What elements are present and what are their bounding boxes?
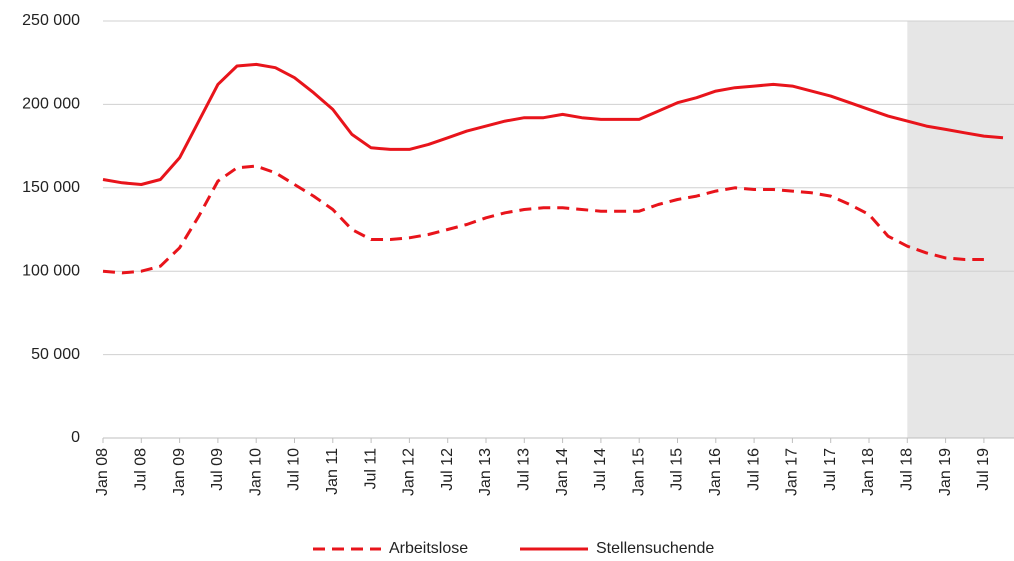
- x-tick-label: Jul 10: [286, 448, 303, 491]
- x-tick-label: Jul 13: [516, 448, 533, 491]
- y-tick-label: 150 000: [22, 179, 80, 196]
- y-tick-label: 200 000: [22, 96, 80, 113]
- x-tick-label: Jan 19: [937, 448, 954, 496]
- x-tick-label: Jan 10: [247, 448, 264, 496]
- x-tick-label: Jan 17: [784, 448, 801, 496]
- x-tick-label: Jan 18: [860, 448, 877, 496]
- x-tick-label: Jul 15: [669, 448, 686, 491]
- x-tick-label: Jul 17: [822, 448, 839, 491]
- x-tick-label: Jul 11: [362, 448, 379, 490]
- x-tick-label: Jan 13: [477, 448, 494, 496]
- x-tick-label: Jul 12: [439, 448, 456, 491]
- legend-label: Stellensuchende: [596, 540, 714, 557]
- legend-label: Arbeitslose: [389, 540, 468, 557]
- x-tick-label: Jul 14: [592, 448, 609, 491]
- x-tick-label: Jan 16: [707, 448, 724, 496]
- series-line: [102, 62, 1004, 186]
- forecast-shade: [907, 21, 1014, 438]
- x-tick-label: Jan 09: [171, 448, 188, 496]
- x-tick-label: Jul 16: [745, 448, 762, 491]
- x-tick-label: Jul 19: [975, 448, 992, 491]
- x-tick-label: Jul 09: [209, 448, 226, 491]
- series-line: [102, 164, 984, 275]
- y-tick-label: 100 000: [22, 262, 80, 279]
- x-tick-label: Jan 08: [94, 448, 111, 496]
- x-tick-label: Jan 14: [554, 448, 571, 496]
- x-tick-label: Jan 15: [630, 448, 647, 496]
- y-tick-label: 50 000: [31, 346, 80, 363]
- x-tick-label: Jan 11: [324, 448, 341, 495]
- x-tick-label: Jul 18: [899, 448, 916, 491]
- y-tick-label: 250 000: [22, 12, 80, 29]
- x-tick-label: Jan 12: [401, 448, 418, 496]
- y-tick-label: 0: [71, 429, 80, 446]
- x-tick-label: Jul 08: [133, 448, 150, 491]
